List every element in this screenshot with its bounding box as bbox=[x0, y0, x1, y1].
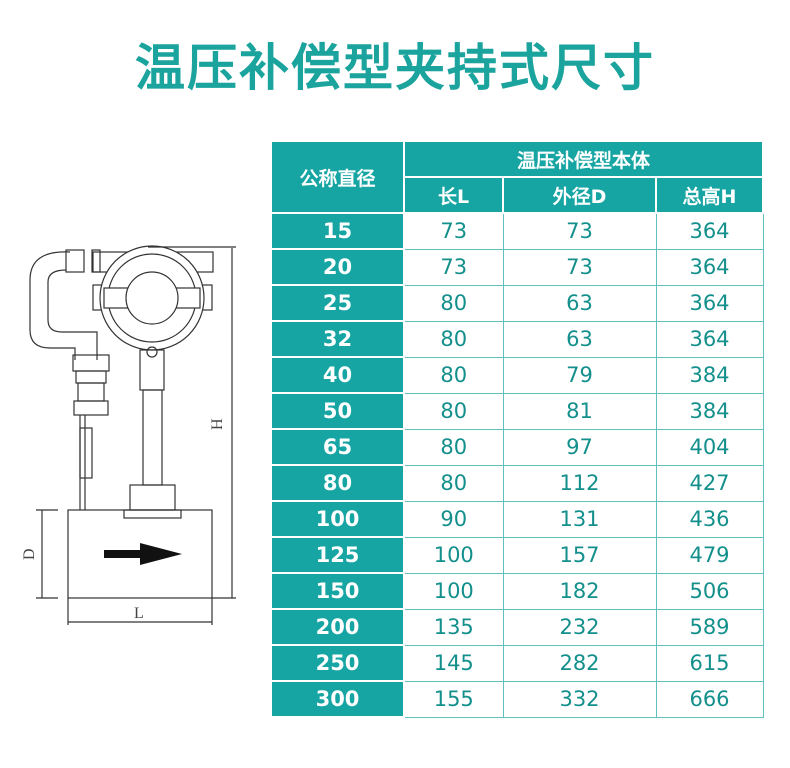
diameter-label: D bbox=[21, 548, 38, 560]
flowmeter-dimension-drawing: H D L bbox=[21, 245, 236, 625]
table-row: 25 80 63 364 bbox=[270, 284, 764, 322]
nominal-diameter-cell: 300 bbox=[270, 680, 405, 718]
nominal-diameter-cell: 20 bbox=[270, 248, 405, 286]
total-height-cell: 666 bbox=[655, 680, 764, 718]
nominal-diameter-cell: 200 bbox=[270, 608, 405, 646]
outer-diameter-cell: 73 bbox=[502, 212, 657, 250]
nominal-diameter-cell: 15 bbox=[270, 212, 405, 250]
length-cell: 80 bbox=[403, 392, 504, 430]
total-height-cell: 404 bbox=[655, 428, 764, 466]
meter-body bbox=[67, 509, 213, 599]
pipe-fitting bbox=[65, 249, 85, 273]
length-cell: 155 bbox=[403, 680, 504, 718]
total-height-cell: 364 bbox=[655, 284, 764, 322]
temperature-probe bbox=[79, 427, 93, 479]
outer-diameter-cell: 73 bbox=[502, 248, 657, 286]
length-cell: 90 bbox=[403, 500, 504, 538]
table-row: 125 100 157 479 bbox=[270, 536, 764, 574]
nominal-diameter-cell: 125 bbox=[270, 536, 405, 574]
table-row: 100 90 131 436 bbox=[270, 500, 764, 538]
total-height-cell: 436 bbox=[655, 500, 764, 538]
nominal-diameter-cell: 50 bbox=[270, 392, 405, 430]
outer-diameter-cell: 79 bbox=[502, 356, 657, 394]
length-cell: 100 bbox=[403, 572, 504, 610]
table-row: 15 73 73 364 bbox=[270, 212, 764, 250]
header-total-height: 总高H bbox=[655, 176, 764, 214]
table-row: 200 135 232 589 bbox=[270, 608, 764, 646]
outer-diameter-cell: 63 bbox=[502, 284, 657, 322]
header-length: 长L bbox=[403, 176, 504, 214]
total-height-cell: 384 bbox=[655, 392, 764, 430]
table-row: 65 80 97 404 bbox=[270, 428, 764, 466]
length-label: L bbox=[134, 605, 144, 622]
total-height-cell: 589 bbox=[655, 608, 764, 646]
length-cell: 80 bbox=[403, 356, 504, 394]
nominal-diameter-cell: 32 bbox=[270, 320, 405, 358]
page-title: 温压补偿型夹持式尺寸 bbox=[135, 39, 655, 97]
outer-diameter-cell: 63 bbox=[502, 320, 657, 358]
dimension-table: 公称直径 温压补偿型本体 长L 外径D 总高H 15 73 73 364 20 73 73 3… bbox=[270, 140, 764, 718]
total-height-cell: 364 bbox=[655, 212, 764, 250]
length-cell: 100 bbox=[403, 536, 504, 574]
nominal-diameter-cell: 80 bbox=[270, 464, 405, 502]
nominal-diameter-cell: 25 bbox=[270, 284, 405, 322]
header-body-group: 温压补偿型本体 bbox=[403, 140, 764, 178]
total-height-cell: 364 bbox=[655, 320, 764, 358]
stem bbox=[142, 389, 163, 486]
total-height-cell: 384 bbox=[655, 356, 764, 394]
header-nominal-diameter: 公称直径 bbox=[270, 140, 405, 214]
outer-diameter-cell: 97 bbox=[502, 428, 657, 466]
nominal-diameter-cell: 40 bbox=[270, 356, 405, 394]
outer-diameter-cell: 112 bbox=[502, 464, 657, 502]
nominal-diameter-cell: 150 bbox=[270, 572, 405, 610]
length-cell: 73 bbox=[403, 212, 504, 250]
flow-arrow-icon bbox=[104, 543, 182, 565]
length-cell: 80 bbox=[403, 320, 504, 358]
table-row: 150 100 182 506 bbox=[270, 572, 764, 610]
table-row: 80 80 112 427 bbox=[270, 464, 764, 502]
total-height-cell: 364 bbox=[655, 248, 764, 286]
display-window bbox=[125, 271, 179, 325]
outer-diameter-cell: 157 bbox=[502, 536, 657, 574]
impulse-pipe bbox=[29, 251, 76, 360]
table-row: 50 80 81 384 bbox=[270, 392, 764, 430]
length-cell: 80 bbox=[403, 428, 504, 466]
outer-diameter-cell: 332 bbox=[502, 680, 657, 718]
length-cell: 145 bbox=[403, 644, 504, 682]
height-label: H bbox=[209, 418, 226, 430]
table-row: 250 145 282 615 bbox=[270, 644, 764, 682]
table-row: 40 80 79 384 bbox=[270, 356, 764, 394]
outer-diameter-cell: 232 bbox=[502, 608, 657, 646]
nominal-diameter-cell: 100 bbox=[270, 500, 405, 538]
total-height-cell: 427 bbox=[655, 464, 764, 502]
table-row: 32 80 63 364 bbox=[270, 320, 764, 358]
outer-diameter-cell: 182 bbox=[502, 572, 657, 610]
outer-diameter-cell: 282 bbox=[502, 644, 657, 682]
length-cell: 73 bbox=[403, 248, 504, 286]
total-height-cell: 506 bbox=[655, 572, 764, 610]
length-cell: 135 bbox=[403, 608, 504, 646]
outer-diameter-cell: 131 bbox=[502, 500, 657, 538]
nominal-diameter-cell: 250 bbox=[270, 644, 405, 682]
length-cell: 80 bbox=[403, 464, 504, 502]
outer-diameter-cell: 81 bbox=[502, 392, 657, 430]
table-row: 20 73 73 364 bbox=[270, 248, 764, 286]
total-height-cell: 615 bbox=[655, 644, 764, 682]
length-cell: 80 bbox=[403, 284, 504, 322]
header-outer-diameter: 外径D bbox=[502, 176, 657, 214]
nominal-diameter-cell: 65 bbox=[270, 428, 405, 466]
total-height-cell: 479 bbox=[655, 536, 764, 574]
table-row: 300 155 332 666 bbox=[270, 680, 764, 718]
